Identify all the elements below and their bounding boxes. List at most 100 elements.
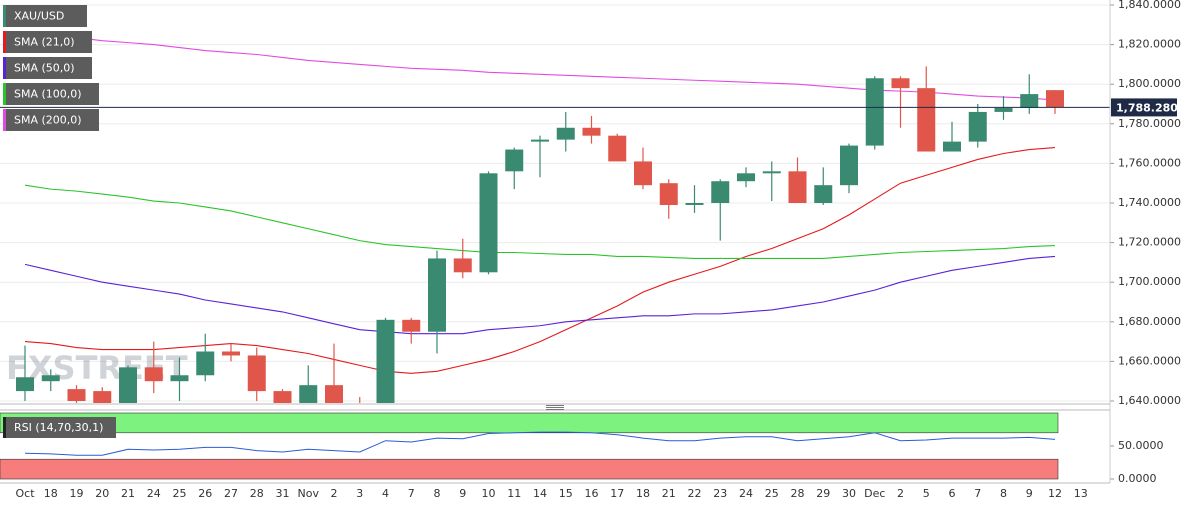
legend-label: SMA (200,0) [14, 114, 82, 127]
candle-body [479, 173, 498, 273]
candle-body [865, 78, 884, 146]
x-tick-label: 4 [382, 487, 389, 500]
candle-body [453, 258, 472, 273]
candle-body [582, 127, 601, 136]
x-tick-label: 6 [949, 487, 956, 500]
legend-swatch [3, 83, 6, 105]
x-tick-label: 18 [636, 487, 650, 500]
candle-body [968, 111, 987, 142]
y-tick-label: 0.0000 [1118, 472, 1157, 485]
x-tick-label: 21 [662, 487, 676, 500]
candle-body [299, 385, 318, 403]
candle-body [144, 367, 163, 382]
candle-body [711, 181, 730, 203]
legend-box [3, 5, 87, 27]
x-tick-label: 24 [739, 487, 753, 500]
x-tick-label: 3 [356, 487, 363, 500]
x-tick-label: 18 [44, 487, 58, 500]
candle-body [685, 203, 704, 205]
x-tick-label: 25 [765, 487, 779, 500]
candle-body [247, 355, 266, 392]
sma-line [24, 255, 1056, 335]
y-tick-label: 1,700.0000 [1118, 275, 1181, 288]
legend-box [3, 31, 92, 53]
legend-box [3, 109, 99, 131]
candle-body [659, 183, 678, 205]
x-tick-label: 21 [121, 487, 135, 500]
candle-body [943, 141, 961, 152]
x-tick-label: 8 [434, 487, 441, 500]
candle-body [917, 88, 936, 152]
candle-body [325, 385, 343, 403]
candle-body [402, 319, 421, 332]
x-tick-label: Dec [864, 487, 885, 500]
candle-body [505, 149, 524, 172]
candle-body [119, 367, 137, 403]
y-tick-label: 1,780.0000 [1118, 117, 1181, 130]
x-tick-label: 25 [173, 487, 187, 500]
y-tick-label: 1,800.0000 [1118, 77, 1181, 90]
x-tick-label: 7 [408, 487, 415, 500]
x-tick-label: 17 [610, 487, 624, 500]
sma-line [24, 184, 1056, 259]
x-tick-label: 14 [533, 487, 547, 500]
candle-body [556, 127, 575, 140]
y-tick-label: 50.0000 [1118, 439, 1164, 452]
candle-body [170, 375, 189, 382]
legend-label: SMA (50,0) [14, 62, 75, 75]
rsi-panel [0, 412, 1059, 480]
candle-body [737, 173, 755, 182]
candle-body [273, 391, 292, 403]
candle-body [608, 135, 627, 162]
sma-line [24, 147, 1056, 374]
y-tick-label: 1,720.0000 [1118, 236, 1181, 249]
candle-body [376, 319, 395, 403]
legend-label: XAU/USD [14, 10, 64, 23]
legend-label: RSI (14,70,30,1) [14, 421, 103, 434]
y-tick-label: 1,740.0000 [1118, 196, 1181, 209]
x-tick-label: Nov [298, 487, 320, 500]
x-tick-label: 13 [1074, 487, 1088, 500]
x-tick-label: 2 [897, 487, 904, 500]
x-tick-label: 11 [507, 487, 521, 500]
candle-body [67, 389, 86, 401]
legend-box [3, 83, 99, 105]
resize-handle[interactable] [546, 405, 564, 410]
candle-body [814, 185, 833, 203]
x-tick-label: 28 [791, 487, 805, 500]
rsi-band [0, 412, 1059, 434]
candle-body [788, 171, 807, 203]
legend-label: SMA (100,0) [14, 88, 82, 101]
x-tick-label: 30 [842, 487, 856, 500]
x-tick-label: 2 [331, 487, 338, 500]
legend-box [3, 417, 116, 438]
candle-body [428, 258, 446, 332]
x-tick-label: 24 [147, 487, 161, 500]
candle-body [994, 107, 1013, 112]
y-tick-label: 1,760.0000 [1118, 156, 1181, 169]
candle-body [41, 375, 60, 382]
x-tick-label: 10 [482, 487, 496, 500]
x-tick-label: 16 [585, 487, 599, 500]
x-tick-label: 28 [250, 487, 264, 500]
legend-label: SMA (21,0) [14, 36, 75, 49]
candle-body [762, 171, 781, 174]
legend-box [3, 57, 92, 79]
x-tick-label: 26 [198, 487, 212, 500]
y-tick-label: 1,680.0000 [1118, 315, 1181, 328]
candle-body [16, 377, 34, 392]
candle-body [840, 145, 858, 186]
last-price-label: 1,788.2800 [1116, 101, 1186, 114]
x-tick-label: 5 [923, 487, 930, 500]
rsi-line [24, 431, 1056, 456]
x-tick-label: 31 [276, 487, 290, 500]
y-tick-label: 1,640.0000 [1118, 394, 1181, 407]
x-tick-label: 9 [1026, 487, 1033, 500]
y-tick-label: 1,840.0000 [1118, 0, 1181, 11]
legend-swatch [3, 57, 6, 79]
x-tick-label: 9 [459, 487, 466, 500]
rsi-band [0, 458, 1059, 480]
y-tick-label: 1,660.0000 [1118, 354, 1181, 367]
legend-swatch [3, 31, 6, 53]
